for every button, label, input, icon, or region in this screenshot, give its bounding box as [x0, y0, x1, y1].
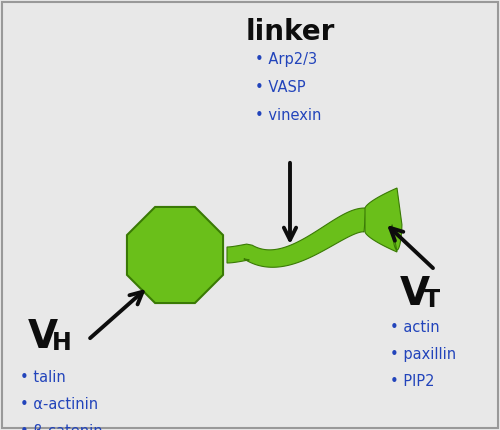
Text: • PIP2: • PIP2: [390, 374, 434, 389]
Text: V: V: [400, 275, 430, 313]
Text: linker: linker: [246, 18, 334, 46]
Text: • paxillin: • paxillin: [390, 347, 456, 362]
Polygon shape: [227, 208, 366, 267]
Text: • vinexin: • vinexin: [255, 108, 322, 123]
Polygon shape: [127, 207, 223, 303]
Text: • talin: • talin: [20, 370, 66, 385]
Text: • α-actinin: • α-actinin: [20, 397, 98, 412]
Text: • VASP: • VASP: [255, 80, 306, 95]
Text: • β-catenin: • β-catenin: [20, 424, 102, 430]
Text: T: T: [424, 288, 440, 312]
Text: H: H: [52, 331, 72, 355]
Text: • Arp2/3: • Arp2/3: [255, 52, 317, 67]
Text: V: V: [28, 318, 58, 356]
Polygon shape: [365, 188, 402, 252]
Text: • actin: • actin: [390, 320, 440, 335]
